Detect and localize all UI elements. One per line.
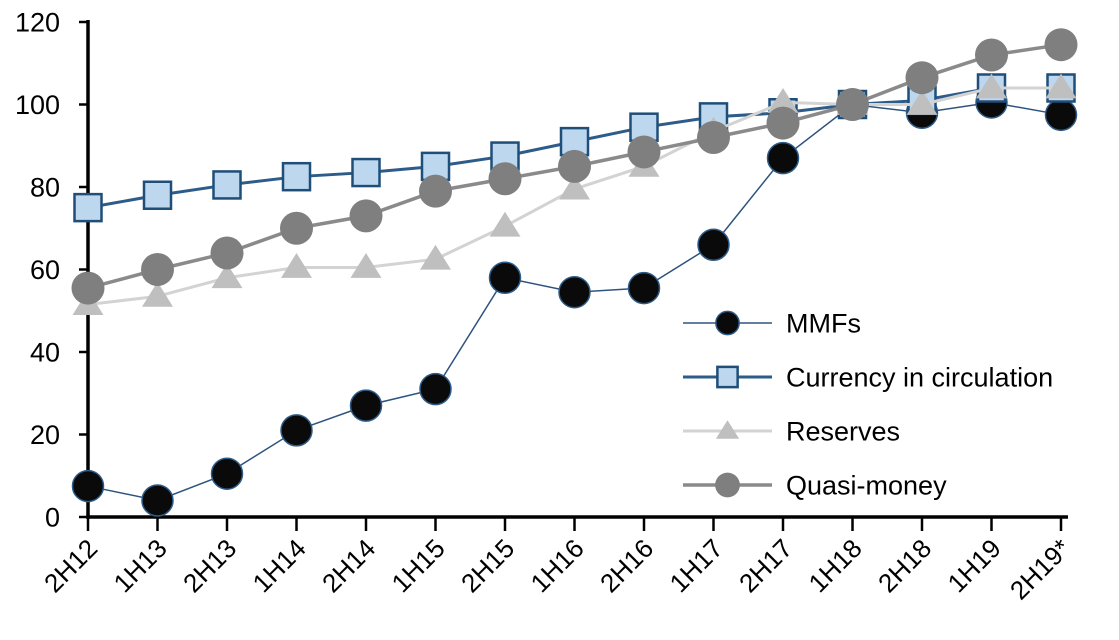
x-axis-tick-label: 2H14 xyxy=(316,533,381,598)
legend-label: Currency in circulation xyxy=(786,363,1053,393)
mmfs-marker xyxy=(627,271,661,305)
reserves-marker xyxy=(976,73,1007,99)
quasi-money-marker xyxy=(210,236,244,270)
mmfs-marker xyxy=(349,389,383,422)
mmfs-marker xyxy=(141,484,174,517)
x-axis-tick-label: 1H19 xyxy=(942,533,1007,598)
quasi-money-marker xyxy=(488,162,522,196)
x-axis-tick-label: 2H18 xyxy=(872,533,937,598)
reserves-marker xyxy=(559,174,590,200)
chart-legend: MMFs Currency in circulation Reserves Quasi… xyxy=(683,309,1053,501)
mmfs-marker xyxy=(488,261,522,294)
quasi-money-marker xyxy=(558,149,591,183)
reserves-marker xyxy=(350,253,382,278)
series-quasi-money xyxy=(71,28,1078,305)
legend-item-currency-in-circulation: Currency in circulation xyxy=(683,363,1053,393)
currency-in-circulation-marker xyxy=(212,170,242,200)
quasi-money-marker xyxy=(1044,28,1078,62)
y-axis-tick-label: 40 xyxy=(30,338,60,368)
mmfs-marker xyxy=(71,469,105,503)
quasi-money-marker xyxy=(975,38,1008,72)
y-axis-tick-label: 80 xyxy=(30,173,60,203)
legend-item-reserves: Reserves xyxy=(683,417,900,447)
reserves-marker xyxy=(420,244,451,270)
y-axis-tick-label: 120 xyxy=(15,8,60,38)
currency-in-circulation-marker xyxy=(73,192,103,223)
x-axis-tick-label: 2H17 xyxy=(733,533,798,598)
x-axis-tick-label: 1H13 xyxy=(108,533,173,598)
reserves-marker xyxy=(142,281,173,307)
quasi-money-marker xyxy=(766,106,800,140)
currency-in-circulation-marker xyxy=(142,180,173,210)
y-axis-tick-label: 0 xyxy=(45,503,60,533)
x-axis-tick-label: 1H16 xyxy=(525,533,590,598)
quasi-money-marker xyxy=(836,88,869,121)
x-axis: 2H12 1H13 2H13 1H14 2H14 1H15 2H15 1H16 2H16 1H17… xyxy=(38,517,1076,605)
reserves-marker xyxy=(489,211,521,237)
x-axis-tick-label: 1H14 xyxy=(247,533,312,598)
mmfs-marker xyxy=(1044,98,1078,132)
quasi-money-marker xyxy=(280,211,313,245)
x-axis-tick-label: 2H16 xyxy=(594,533,659,598)
x-axis-tick-label: 2H19* xyxy=(1004,533,1076,605)
reserves-marker xyxy=(211,263,243,289)
currency-in-circulation-marker xyxy=(281,161,312,192)
reserves-legend-marker-icon xyxy=(715,420,740,439)
currency-in-circulation-legend-marker-icon xyxy=(716,365,739,389)
legend-label: MMFs xyxy=(786,309,861,339)
mmfs-marker xyxy=(697,228,730,261)
y-axis-tick-label: 20 xyxy=(30,420,60,450)
legend-item-mmfs: MMFs xyxy=(683,309,861,339)
reserves-marker xyxy=(1045,73,1077,99)
quasi-money-marker xyxy=(349,199,383,233)
mmfs-marker xyxy=(766,141,800,175)
quasi-money-marker xyxy=(419,174,452,208)
y-axis-tick-label: 100 xyxy=(15,90,60,120)
quasi-money-marker xyxy=(697,121,730,154)
reserves-marker xyxy=(906,90,938,115)
quasi-money-marker xyxy=(627,135,661,169)
mmfs-marker xyxy=(210,457,244,490)
quasi-money-marker xyxy=(905,61,939,95)
mmfs-legend-marker-icon xyxy=(715,310,740,336)
x-axis-tick-label: 2H13 xyxy=(177,533,242,598)
reserves-marker xyxy=(767,88,799,113)
legend-label: Reserves xyxy=(786,417,900,447)
x-axis-tick-label: 2H15 xyxy=(455,533,520,598)
mmfs-marker xyxy=(558,275,591,309)
legend-item-quasi-money: Quasi-money xyxy=(683,471,947,501)
currency-in-circulation-marker xyxy=(351,157,381,188)
quasi-money-legend-marker-icon xyxy=(715,472,740,498)
y-axis-tick-label: 60 xyxy=(30,255,60,285)
x-axis-tick-label: 1H18 xyxy=(803,533,868,598)
x-axis-tick-label: 1H15 xyxy=(386,533,451,598)
series-mmfs xyxy=(71,86,1078,517)
x-axis-tick-label: 2H12 xyxy=(38,533,103,598)
y-axis: 0 20 40 60 80 100 120 xyxy=(15,8,88,533)
quasi-money-marker xyxy=(71,271,105,305)
mmfs-marker xyxy=(280,414,313,447)
mmfs-marker xyxy=(419,372,452,406)
legend-label: Quasi-money xyxy=(786,471,947,501)
reserves-marker xyxy=(281,253,312,278)
quasi-money-marker xyxy=(141,253,174,286)
x-axis-tick-label: 1H17 xyxy=(664,533,729,598)
